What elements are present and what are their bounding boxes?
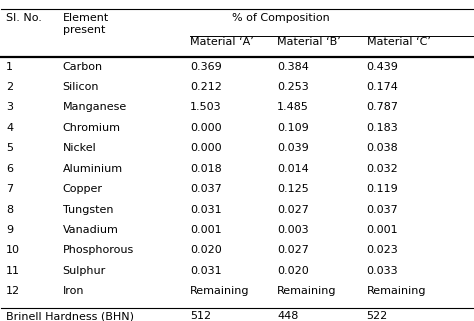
Text: 0.037: 0.037 <box>366 204 398 214</box>
Text: 0.369: 0.369 <box>190 62 222 72</box>
Text: 0.020: 0.020 <box>190 246 222 256</box>
Text: 0.125: 0.125 <box>277 184 309 194</box>
Text: 0.033: 0.033 <box>366 266 398 276</box>
Text: 2: 2 <box>6 82 13 92</box>
Text: 448: 448 <box>277 311 299 321</box>
Text: 0.212: 0.212 <box>190 82 222 92</box>
Text: 0.020: 0.020 <box>277 266 309 276</box>
Text: Material ‘B’: Material ‘B’ <box>277 38 341 48</box>
Text: 8: 8 <box>6 204 13 214</box>
Text: 10: 10 <box>6 246 20 256</box>
Text: 0.439: 0.439 <box>366 62 399 72</box>
Text: 0.018: 0.018 <box>190 164 222 174</box>
Text: 0.032: 0.032 <box>366 164 398 174</box>
Text: 5: 5 <box>6 143 13 153</box>
Text: Remaining: Remaining <box>190 286 249 296</box>
Text: Silicon: Silicon <box>63 82 99 92</box>
Text: 512: 512 <box>190 311 211 321</box>
Text: 1.485: 1.485 <box>277 102 309 112</box>
Text: 0.119: 0.119 <box>366 184 398 194</box>
Text: Aluminium: Aluminium <box>63 164 123 174</box>
Text: 0.384: 0.384 <box>277 62 309 72</box>
Text: Remaining: Remaining <box>366 286 426 296</box>
Text: Iron: Iron <box>63 286 84 296</box>
Text: Tungsten: Tungsten <box>63 204 113 214</box>
Text: Vanadium: Vanadium <box>63 225 118 235</box>
Text: Sl. No.: Sl. No. <box>6 13 42 23</box>
Text: 12: 12 <box>6 286 20 296</box>
Text: Nickel: Nickel <box>63 143 96 153</box>
Text: 0.039: 0.039 <box>277 143 309 153</box>
Text: Carbon: Carbon <box>63 62 103 72</box>
Text: 4: 4 <box>6 123 13 133</box>
Text: Manganese: Manganese <box>63 102 127 112</box>
Text: 0.037: 0.037 <box>190 184 222 194</box>
Text: 522: 522 <box>366 311 388 321</box>
Text: 9: 9 <box>6 225 13 235</box>
Text: 7: 7 <box>6 184 13 194</box>
Text: % of Composition: % of Composition <box>232 13 330 23</box>
Text: 0.109: 0.109 <box>277 123 309 133</box>
Text: Phosphorous: Phosphorous <box>63 246 134 256</box>
Text: Material ‘A’: Material ‘A’ <box>190 38 254 48</box>
Text: Sulphur: Sulphur <box>63 266 106 276</box>
Text: Material ‘C’: Material ‘C’ <box>366 38 430 48</box>
Text: Element
present: Element present <box>63 13 109 35</box>
Text: 0.003: 0.003 <box>277 225 309 235</box>
Text: 1.503: 1.503 <box>190 102 221 112</box>
Text: 6: 6 <box>6 164 13 174</box>
Text: 0.000: 0.000 <box>190 123 221 133</box>
Text: 0.001: 0.001 <box>190 225 221 235</box>
Text: 0.000: 0.000 <box>190 143 221 153</box>
Text: 0.031: 0.031 <box>190 266 221 276</box>
Text: 0.023: 0.023 <box>366 246 398 256</box>
Text: 0.014: 0.014 <box>277 164 309 174</box>
Text: 11: 11 <box>6 266 20 276</box>
Text: 0.027: 0.027 <box>277 246 309 256</box>
Text: 3: 3 <box>6 102 13 112</box>
Text: 0.787: 0.787 <box>366 102 399 112</box>
Text: 0.038: 0.038 <box>366 143 398 153</box>
Text: 0.253: 0.253 <box>277 82 309 92</box>
Text: 0.174: 0.174 <box>366 82 399 92</box>
Text: 0.183: 0.183 <box>366 123 398 133</box>
Text: 0.031: 0.031 <box>190 204 221 214</box>
Text: Chromium: Chromium <box>63 123 121 133</box>
Text: 0.001: 0.001 <box>366 225 398 235</box>
Text: Brinell Hardness (BHN): Brinell Hardness (BHN) <box>6 311 134 321</box>
Text: Remaining: Remaining <box>277 286 337 296</box>
Text: 0.027: 0.027 <box>277 204 309 214</box>
Text: Copper: Copper <box>63 184 103 194</box>
Text: 1: 1 <box>6 62 13 72</box>
